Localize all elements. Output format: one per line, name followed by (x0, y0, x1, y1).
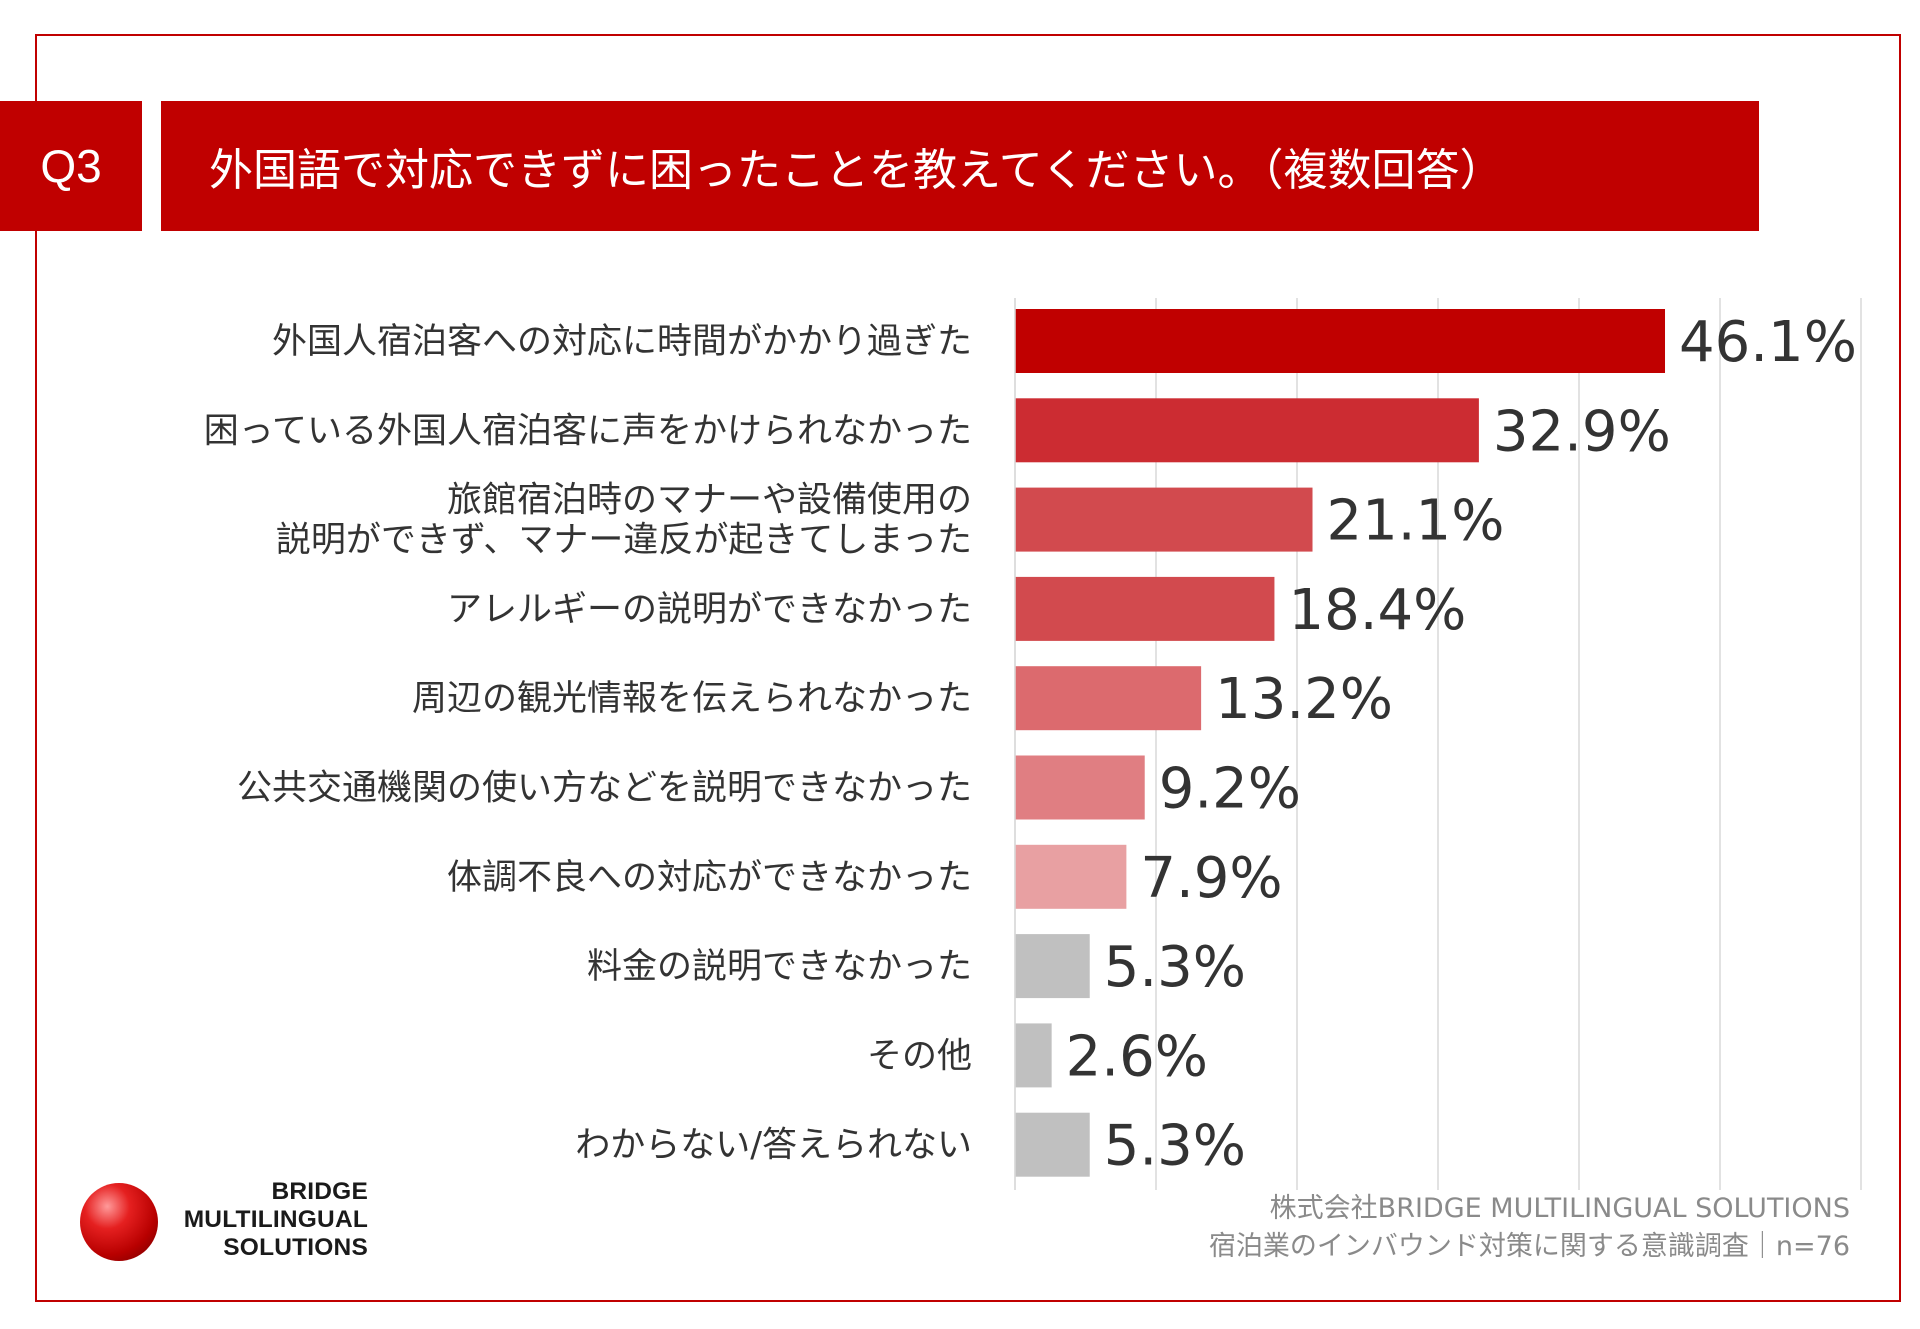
bar-4 (1015, 576, 1275, 641)
value-label-2: 32.9% (1493, 399, 1671, 464)
survey-info: 宿泊業のインバウンド対策に関する意識調査｜n=76 (1208, 1231, 1850, 1262)
category-label-5: 周辺の観光情報を伝えられなかった (412, 679, 972, 719)
company-logo: BRIDGE MULTILINGUAL SOLUTIONS (78, 1178, 378, 1268)
bar-5 (1015, 666, 1202, 731)
company-name: 株式会社BRIDGE MULTILINGUAL SOLUTIONS (1269, 1193, 1850, 1224)
category-label-1: 外国人宿泊客への対応に時間がかかり過ぎた (272, 322, 972, 362)
category-label-2: 困っている外国人宿泊客に声をかけられなかった (204, 411, 972, 451)
value-label-9: 2.6% (1066, 1024, 1208, 1089)
bar-2 (1015, 398, 1479, 463)
logo-line-1: BRIDGE (271, 1178, 368, 1205)
value-label-8: 5.3% (1104, 935, 1246, 1000)
value-label-3: 21.1% (1327, 489, 1505, 554)
value-label-7: 7.9% (1140, 846, 1282, 911)
bar-10 (1015, 1112, 1090, 1177)
chart-frame (35, 34, 1901, 1302)
question-title: 外国語で対応できずに困ったことを教えてください。（複数回答） (161, 101, 1759, 231)
value-label-5: 13.2% (1215, 667, 1393, 732)
bar-6 (1015, 755, 1145, 820)
category-label-10: わからない/答えられない (575, 1126, 972, 1166)
bar-8 (1015, 934, 1090, 999)
value-label-6: 9.2% (1159, 757, 1301, 822)
logo-line-3: SOLUTIONS (223, 1234, 368, 1261)
value-label-4: 18.4% (1288, 578, 1466, 643)
category-label-6: 公共交通機関の使い方などを説明できなかった (237, 769, 972, 809)
bar-9 (1015, 1023, 1052, 1088)
source-credit: 株式会社BRIDGE MULTILINGUAL SOLUTIONS 宿泊業のイン… (1209, 1190, 1850, 1266)
question-number-badge: Q3 (0, 101, 142, 231)
category-label-7: 体調不良への対応ができなかった (447, 858, 972, 898)
value-label-1: 46.1% (1679, 310, 1857, 375)
logo-sphere-icon (80, 1183, 158, 1261)
bar-7 (1015, 844, 1127, 909)
bar-1 (1015, 309, 1666, 373)
value-label-10: 5.3% (1104, 1114, 1246, 1179)
category-label-4: アレルギーの説明ができなかった (447, 590, 972, 630)
logo-line-2: MULTILINGUAL (183, 1206, 368, 1233)
category-label-8: 料金の説明できなかった (587, 947, 972, 987)
category-label-3: 旅館宿泊時のマナーや設備使用の説明ができず、マナー違反が起きてしまった (276, 481, 972, 561)
category-label-9: その他 (867, 1036, 972, 1076)
bar-3 (1015, 487, 1313, 552)
